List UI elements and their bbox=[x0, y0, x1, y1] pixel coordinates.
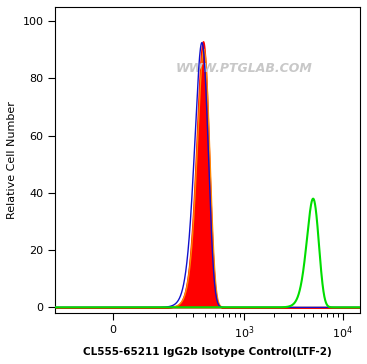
Y-axis label: Relative Cell Number: Relative Cell Number bbox=[7, 101, 17, 219]
Text: WWW.PTGLAB.COM: WWW.PTGLAB.COM bbox=[176, 62, 313, 75]
X-axis label: CL555-65211 IgG2b Isotype Control(LTF-2): CL555-65211 IgG2b Isotype Control(LTF-2) bbox=[83, 347, 332, 357]
